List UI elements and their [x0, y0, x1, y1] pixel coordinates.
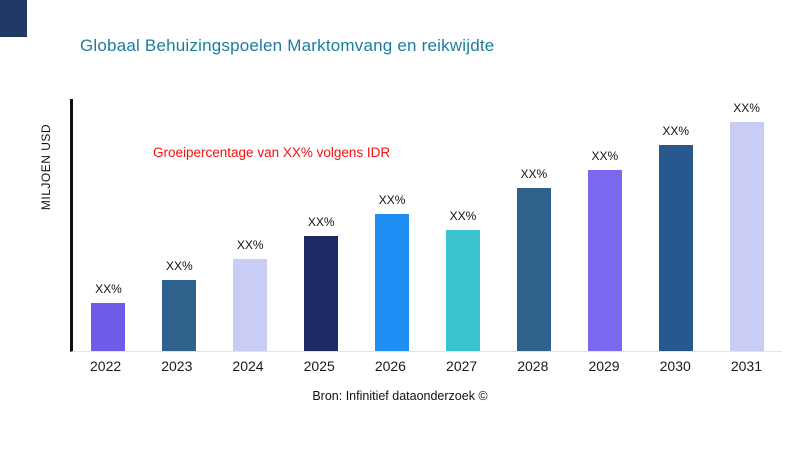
- x-axis-ticks: 2022 2023 2024 2025 2026 2027 2028 2029 2030 2031: [70, 358, 782, 374]
- bar-2031: [729, 122, 764, 351]
- x-tick-2025: 2025: [303, 358, 335, 374]
- bar-value-label-2030: XX%: [662, 124, 690, 138]
- bar-slot-2029: XX%: [569, 99, 640, 351]
- bar-value-label-2023: XX%: [166, 259, 193, 273]
- bar-2024: [233, 259, 268, 351]
- x-tick-2028: 2028: [517, 358, 549, 374]
- x-tick-2027: 2027: [446, 358, 478, 374]
- plot-area: Groeipercentage van XX% volgens IDR XX% X…: [70, 99, 782, 352]
- bar-value-label-2022: XX%: [95, 282, 122, 296]
- x-tick-2022: 2022: [90, 358, 122, 374]
- y-axis-label: MILJOEN USD: [39, 123, 53, 211]
- bar-2023: [162, 280, 197, 351]
- x-tick-2029: 2029: [588, 358, 620, 374]
- bar-slot-2023: XX%: [144, 99, 215, 351]
- x-tick-2030: 2030: [659, 358, 691, 374]
- growth-annotation: Groeipercentage van XX% volgens IDR: [153, 145, 391, 160]
- bar-2029: [587, 170, 622, 351]
- x-tick-2031: 2031: [730, 358, 762, 374]
- x-tick-2026: 2026: [374, 358, 406, 374]
- bar-value-label-2029: XX%: [591, 149, 619, 163]
- bar-slot-2022: XX%: [73, 99, 144, 351]
- bar-slot-2025: XX%: [286, 99, 357, 351]
- bar-slot-2024: XX%: [215, 99, 286, 351]
- bar-slot-2031: XX%: [711, 99, 782, 351]
- bar-2027: [445, 230, 480, 351]
- bar-2030: [658, 145, 693, 351]
- bar-2022: [91, 303, 126, 351]
- bar-2025: [304, 236, 339, 351]
- bar-value-label-2025: XX%: [307, 215, 335, 229]
- bar-value-label-2026: XX%: [378, 193, 406, 207]
- bar-2026: [375, 214, 410, 351]
- bar-2028: [516, 188, 551, 351]
- bars-container: XX% XX% XX% XX% XX% XX% XX% XX% XX% XX%: [73, 99, 782, 351]
- bar-slot-2027: XX%: [428, 99, 499, 351]
- x-tick-2023: 2023: [161, 358, 193, 374]
- source-caption: Bron: Infinitief dataonderzoek ©: [312, 389, 488, 403]
- bar-value-label-2031: XX%: [733, 101, 760, 115]
- bar-slot-2030: XX%: [640, 99, 711, 351]
- bar-slot-2026: XX%: [357, 99, 428, 351]
- bar-slot-2028: XX%: [498, 99, 569, 351]
- bar-value-label-2028: XX%: [520, 167, 548, 181]
- corner-mark: [0, 0, 27, 37]
- chart-title: Globaal Behuizingspoelen Marktomvang en …: [80, 36, 495, 55]
- x-tick-2024: 2024: [232, 358, 264, 374]
- bar-value-label-2027: XX%: [449, 209, 477, 223]
- bar-value-label-2024: XX%: [236, 238, 264, 252]
